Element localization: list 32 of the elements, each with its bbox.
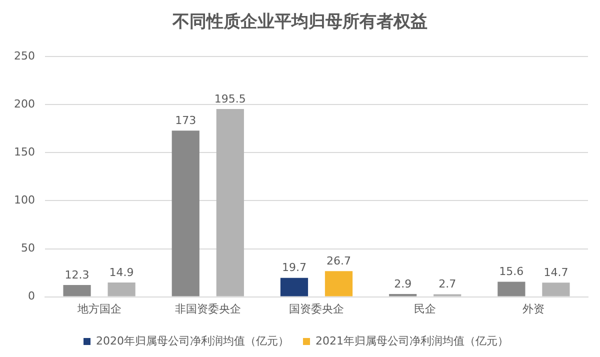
y-tick-label: 200 xyxy=(14,98,35,110)
data-label: 19.7 xyxy=(282,261,306,274)
data-label: 195.5 xyxy=(214,92,246,106)
bar xyxy=(216,108,244,296)
data-label: 26.7 xyxy=(326,254,352,268)
y-tick-label: 150 xyxy=(14,146,35,159)
data-label: 14.7 xyxy=(544,266,568,280)
data-label: 15.6 xyxy=(499,265,524,278)
data-label: 2.9 xyxy=(394,277,412,290)
x-tick-label: 非国资委央企 xyxy=(174,302,241,316)
x-tick-label: 民企 xyxy=(414,302,436,316)
bar xyxy=(324,271,353,296)
legend-label: 2020年归属母公司净利润均值（亿元） xyxy=(96,334,290,348)
legend-label: 2021年归属母公司净利润均值（亿元） xyxy=(316,334,508,348)
data-label: 12.3 xyxy=(64,268,90,282)
bar xyxy=(542,282,570,296)
x-tick-label: 地方国企 xyxy=(76,302,122,316)
bar xyxy=(280,278,308,296)
y-tick-label: 100 xyxy=(14,194,35,207)
bar xyxy=(498,282,526,296)
y-tick-label: 0 xyxy=(28,290,35,303)
x-tick-label: 国资委央企 xyxy=(289,302,344,316)
data-label: 2.7 xyxy=(438,278,456,291)
y-tick-label: 50 xyxy=(20,242,35,255)
x-tick-label: 外资 xyxy=(522,302,545,316)
y-tick-label: 250 xyxy=(14,49,35,62)
bar xyxy=(108,282,136,296)
data-label: 14.9 xyxy=(109,266,134,279)
bar xyxy=(172,130,200,296)
data-label: 173 xyxy=(175,114,196,127)
bar xyxy=(63,284,91,296)
chart-title: 不同性质企业平均归母所有者权益 xyxy=(171,11,428,34)
